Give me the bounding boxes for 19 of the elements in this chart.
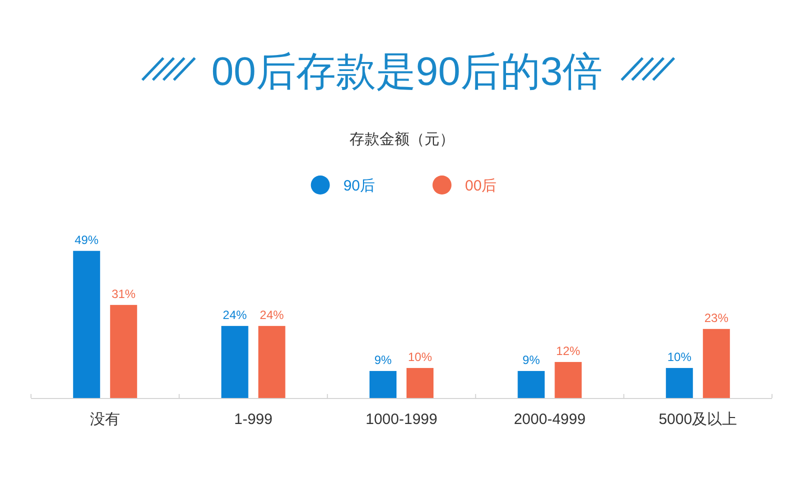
x-tick-label: 1000-1999 — [366, 411, 438, 428]
x-tick-label: 5000及以上 — [658, 411, 738, 428]
data-label: 10% — [667, 350, 692, 364]
title: 00后存款是90后的3倍 — [211, 50, 603, 94]
data-label: 49% — [74, 232, 99, 247]
subtitle: 存款金额（元） — [350, 131, 454, 148]
data-label: 31% — [112, 286, 136, 301]
x-tick-label: 1-999 — [234, 411, 272, 428]
data-label: 10% — [408, 350, 432, 364]
legend-label: 90后 — [343, 178, 375, 194]
legend-label: 00后 — [465, 178, 497, 194]
data-label: 24% — [260, 308, 284, 322]
x-tick-label: 2000-4999 — [514, 411, 586, 428]
data-label: 9% — [374, 352, 392, 367]
data-label: 24% — [222, 308, 247, 322]
x-tick-label: 没有 — [90, 411, 120, 428]
data-label: 23% — [704, 310, 728, 325]
data-label: 12% — [556, 344, 580, 358]
data-label: 9% — [522, 352, 540, 367]
